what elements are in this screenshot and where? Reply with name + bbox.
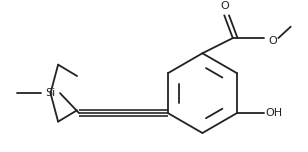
Text: O: O (220, 1, 229, 10)
Text: OH: OH (265, 108, 282, 118)
Text: Si: Si (45, 88, 56, 98)
Text: O: O (268, 36, 277, 46)
